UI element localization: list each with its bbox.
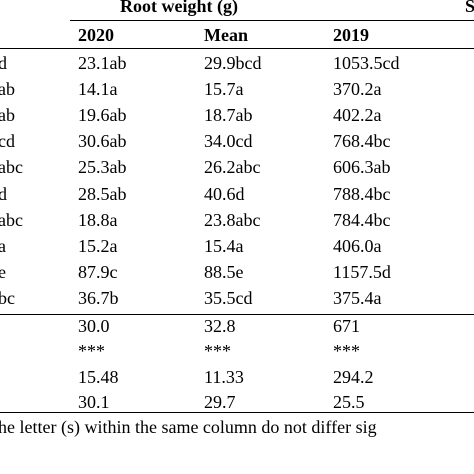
table-cell: a: [0, 235, 6, 256]
table-cell: 87.9c: [78, 261, 118, 282]
stats-cell: 30.0: [78, 316, 110, 336]
table-cell: 28.5ab: [78, 183, 127, 204]
table-cell: 15.2a: [78, 235, 118, 256]
stats-cell: 11.33: [204, 367, 244, 387]
table-cell: 40.6d: [204, 183, 245, 204]
table-cell: 15.4a: [204, 235, 244, 256]
table-cell: 14.1a: [78, 79, 118, 100]
table-cell: 606.3ab: [333, 157, 391, 178]
table-cell: cd: [0, 131, 15, 152]
table-cell: 406.0a: [333, 235, 382, 256]
table-cell: 784.4bc: [333, 209, 391, 230]
header-rule-top: [70, 20, 474, 21]
table-cell: 788.4bc: [333, 183, 391, 204]
table-cell: 1157.5d: [333, 261, 391, 282]
table-cell: 34.0cd: [204, 131, 253, 152]
stats-cell: 15.48: [78, 367, 119, 387]
table-cell: 768.4bc: [333, 131, 391, 152]
table-cell: 36.7b: [78, 287, 119, 308]
table-cell: 18.7ab: [204, 105, 253, 126]
column-header-mean: Mean: [204, 25, 248, 45]
table-cell: 25.3ab: [78, 157, 127, 178]
stats-separator-rule: [0, 314, 474, 315]
table-cell: 402.2a: [333, 105, 382, 126]
stats-cell: 25.5: [333, 392, 365, 412]
table-cell: 88.5e: [204, 261, 244, 282]
table-cell: e: [0, 261, 6, 282]
column-header-2019: 2019: [333, 25, 369, 45]
table-cell: 35.5cd: [204, 287, 253, 308]
footnote: he letter (s) within the same column do …: [0, 417, 377, 437]
table-cell: ab: [0, 79, 15, 100]
stats-cell: 32.8: [204, 316, 236, 336]
group-title-fragment: S: [465, 0, 474, 16]
table-cell: 19.6ab: [78, 105, 127, 126]
table-cell: abc: [0, 209, 23, 230]
table-cell: 370.2a: [333, 79, 382, 100]
group-title-root-weight: Root weight (g): [120, 0, 238, 16]
header-rule-bottom: [0, 48, 474, 49]
stats-cell: ***: [204, 341, 231, 361]
stats-cell: 294.2: [333, 367, 374, 387]
table-bottom-rule: [0, 412, 474, 413]
table-cell: 375.4a: [333, 287, 382, 308]
table-cell: abc: [0, 157, 23, 178]
table-cell: d: [0, 53, 7, 73]
table-cell: 15.7a: [204, 79, 244, 100]
stats-cell: 29.7: [204, 392, 236, 412]
table-cell: d: [0, 183, 7, 204]
stats-cell: 671: [333, 316, 360, 336]
table-cell: bc: [0, 287, 15, 308]
table-cell: 23.1ab: [78, 53, 127, 73]
column-header-2020: 2020: [78, 25, 114, 45]
table-cell: 23.8abc: [204, 209, 261, 230]
stats-cell: 30.1: [78, 392, 110, 412]
table-cell: 1053.5cd: [333, 53, 400, 73]
table-cell: 30.6ab: [78, 131, 127, 152]
table-cell: ab: [0, 105, 15, 126]
stats-cell: ***: [78, 341, 105, 361]
table-cell: 26.2abc: [204, 157, 261, 178]
stats-cell: ***: [333, 341, 360, 361]
table-cell: 18.8a: [78, 209, 118, 230]
table-cell: 29.9bcd: [204, 53, 262, 73]
